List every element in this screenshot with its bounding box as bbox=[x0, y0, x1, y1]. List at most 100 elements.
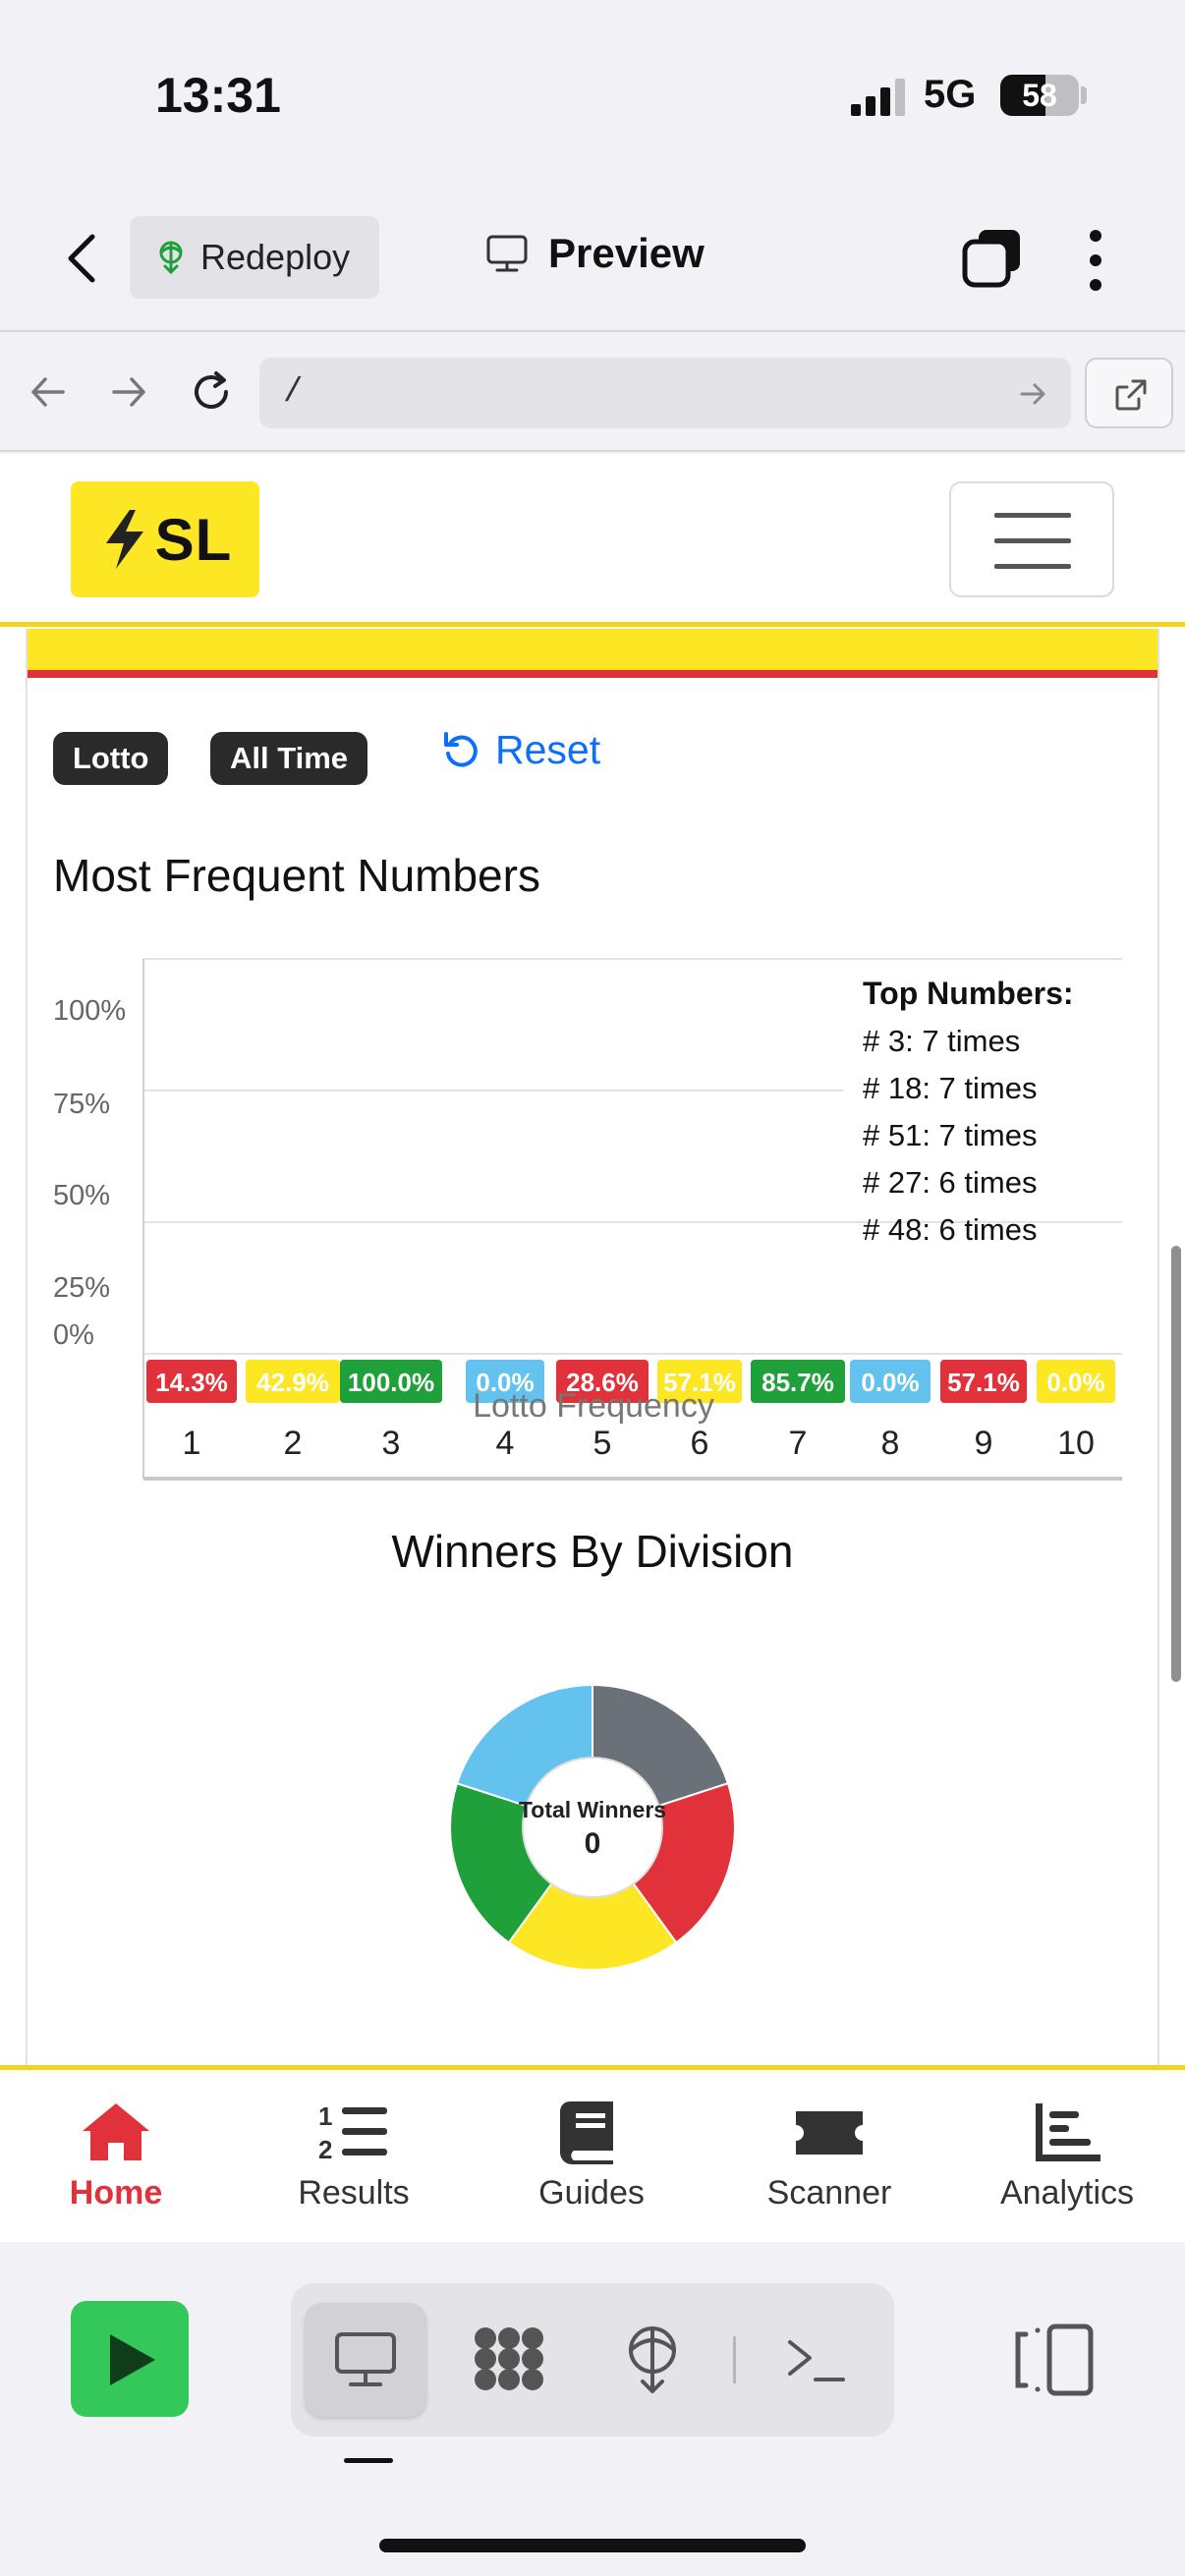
tab-analytics-label: Analytics bbox=[999, 2174, 1135, 2212]
browser-back-icon[interactable] bbox=[24, 367, 73, 417]
play-icon bbox=[110, 2334, 155, 2385]
tab-home-label: Home bbox=[69, 2174, 163, 2212]
ticket-icon bbox=[796, 2111, 863, 2155]
network-type: 5G bbox=[924, 73, 977, 116]
status-bar: 13:31 5G 58 bbox=[0, 0, 1185, 187]
logo-text: SL bbox=[154, 506, 233, 573]
y-tick-label: 50% bbox=[53, 1180, 110, 1211]
tab-guides-label: Guides bbox=[538, 2174, 645, 2212]
x-axis: 1 2 3 4 5 6 7 8 9 10 bbox=[183, 1425, 1095, 1462]
bar-value-label-box bbox=[146, 1360, 237, 1403]
x-tick-label: 2 bbox=[284, 1425, 303, 1462]
run-button[interactable] bbox=[71, 2301, 189, 2417]
winners-donut-chart: Total Winners 0 bbox=[450, 1683, 735, 1971]
url-input[interactable]: / bbox=[259, 358, 1071, 428]
preview-tool-button[interactable] bbox=[305, 2303, 426, 2417]
tabs-icon[interactable] bbox=[961, 226, 1024, 289]
url-bar: / bbox=[0, 334, 1185, 452]
page-scrollbar[interactable] bbox=[1171, 1246, 1181, 1682]
x-tick-label: 3 bbox=[382, 1425, 401, 1462]
bar-value-label-box bbox=[751, 1360, 845, 1403]
app-navbar: SL bbox=[0, 454, 1185, 627]
grid-dots-icon bbox=[475, 2327, 543, 2390]
deploy-tool-button[interactable] bbox=[592, 2303, 713, 2417]
book-icon bbox=[560, 2101, 613, 2164]
redeploy-label: Redeploy bbox=[200, 237, 351, 277]
reset-button[interactable]: Reset bbox=[440, 727, 600, 773]
bar-value-label: 100.0% bbox=[348, 1368, 434, 1397]
replit-header: Redeploy Preview bbox=[0, 187, 1185, 332]
more-options-icon[interactable] bbox=[1081, 226, 1110, 295]
pie-chart-title: Winners By Division bbox=[391, 1526, 794, 1577]
frequency-section-title: Most Frequent Numbers bbox=[53, 850, 540, 901]
top-number-item: # 3: 7 times bbox=[863, 1024, 1020, 1058]
reset-label: Reset bbox=[495, 727, 601, 772]
svg-text:1: 1 bbox=[318, 2101, 332, 2131]
reload-icon[interactable] bbox=[187, 367, 236, 417]
bar-value-label: 85.7% bbox=[762, 1368, 834, 1397]
open-external-button[interactable] bbox=[1085, 358, 1173, 428]
period-filter-badge[interactable]: All Time bbox=[210, 732, 368, 785]
top-number-item: # 27: 6 times bbox=[863, 1165, 1037, 1200]
battery-icon: 58 bbox=[1000, 75, 1079, 116]
monitor-icon bbox=[486, 235, 528, 272]
tab-analytics[interactable]: Analytics bbox=[959, 2088, 1175, 2235]
toolbar-separator bbox=[733, 2336, 736, 2383]
game-filter-badge[interactable]: Lotto bbox=[53, 732, 169, 785]
tab-guides[interactable]: Guides bbox=[483, 2088, 700, 2235]
browser-forward-icon[interactable] bbox=[104, 367, 153, 417]
tab-scanner[interactable]: Scanner bbox=[721, 2088, 937, 2235]
hamburger-line bbox=[994, 538, 1071, 543]
card-color-band bbox=[28, 629, 1157, 678]
terminal-icon bbox=[788, 2340, 845, 2381]
bar-value-label: 28.6% bbox=[566, 1368, 639, 1397]
x-tick-label: 5 bbox=[593, 1425, 612, 1462]
bar-value-label-box bbox=[850, 1360, 931, 1403]
frequency-bar-chart: 100%75%50%25%0% 14.3% 42.9% 100.0% 0.0% 28.6… bbox=[53, 958, 1148, 1481]
x-tick-label: 4 bbox=[496, 1425, 515, 1462]
external-link-icon bbox=[1115, 379, 1147, 411]
dashboard-card: Lotto All Time Reset Most Frequent Numbe… bbox=[26, 629, 1159, 2065]
tab-results[interactable]: 1 2 Results bbox=[246, 2088, 462, 2235]
menu-toggle-button[interactable] bbox=[949, 481, 1114, 597]
y-tick-label: 100% bbox=[53, 995, 126, 1027]
redeploy-button[interactable]: Redeploy bbox=[130, 216, 379, 299]
bar-chart-icon bbox=[1036, 2103, 1100, 2161]
total-winners-label: Total Winners bbox=[519, 1797, 666, 1822]
replit-toolbar bbox=[0, 2242, 1185, 2576]
app-bottom-nav: Home 1 2 Results Guides Scanner bbox=[0, 2065, 1185, 2242]
workspace-tool-button[interactable] bbox=[448, 2303, 570, 2417]
bar-labels: 14.3% 42.9% 100.0% 0.0% 28.6% 57.1% 85.7% 0.0% 5… bbox=[146, 1360, 1115, 1403]
pie-slice[interactable] bbox=[507, 1825, 678, 1971]
top-numbers-list: # 3: 7 times # 18: 7 times # 51: 7 times # … bbox=[863, 1024, 1037, 1247]
tab-scanner-label: Scanner bbox=[766, 2174, 892, 2212]
top-numbers-heading: Top Numbers: bbox=[863, 976, 1074, 1011]
tab-home[interactable]: Home bbox=[8, 2088, 224, 2235]
bar-value-label-box bbox=[340, 1360, 442, 1403]
app-logo[interactable]: SL bbox=[71, 481, 259, 597]
x-tick-label: 8 bbox=[881, 1425, 900, 1462]
bar-value-label: 0.0% bbox=[476, 1368, 534, 1397]
bar-value-label-box bbox=[940, 1360, 1027, 1403]
active-tool-indicator bbox=[344, 2458, 393, 2463]
x-tick-label: 10 bbox=[1057, 1425, 1095, 1462]
preview-tab[interactable]: Preview bbox=[485, 230, 705, 277]
split-view-icon[interactable] bbox=[1012, 2321, 1097, 2399]
back-chevron-icon[interactable] bbox=[57, 231, 108, 286]
bar-value-label: 0.0% bbox=[1046, 1368, 1104, 1397]
bar-value-label-box bbox=[556, 1360, 649, 1403]
y-tick-label: 25% bbox=[53, 1272, 110, 1304]
signal-icon bbox=[851, 79, 905, 116]
bar-value-label-box bbox=[1037, 1360, 1115, 1403]
deploy-icon bbox=[159, 241, 183, 274]
battery-tip bbox=[1081, 86, 1087, 104]
lightning-icon bbox=[105, 510, 143, 569]
url-go-arrow-icon[interactable] bbox=[1018, 379, 1047, 409]
battery-percent: 58 bbox=[1022, 78, 1057, 113]
total-winners-value: 0 bbox=[585, 1827, 601, 1860]
hamburger-line bbox=[994, 513, 1071, 518]
bar-value-label-box bbox=[246, 1360, 340, 1403]
shell-tool-button[interactable] bbox=[757, 2303, 878, 2417]
deploy-globe-icon bbox=[629, 2326, 676, 2393]
y-tick-label: 75% bbox=[53, 1089, 110, 1120]
